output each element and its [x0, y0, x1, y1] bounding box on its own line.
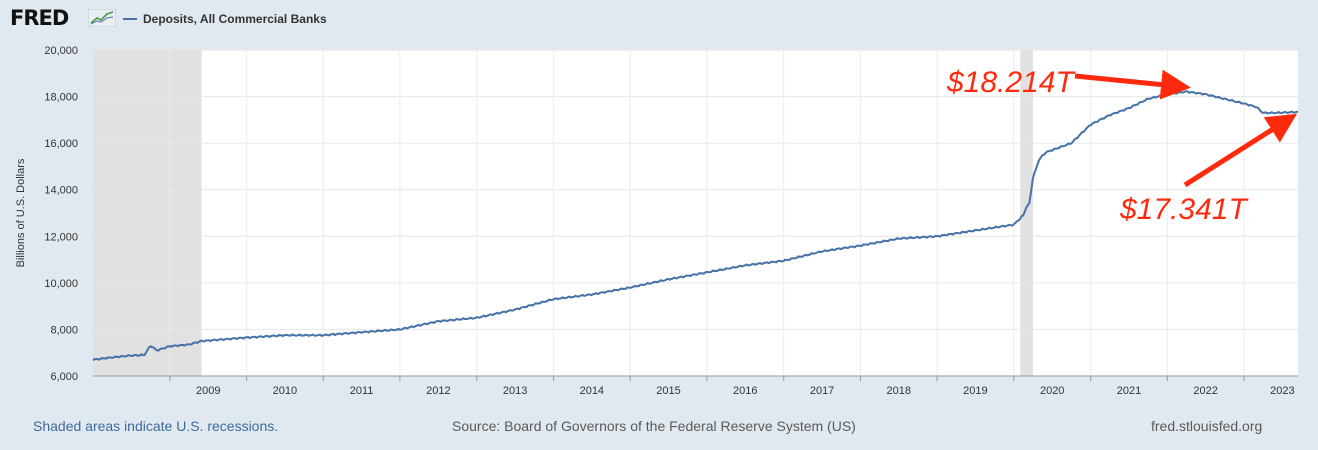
x-tick-label: 2020 — [1040, 385, 1064, 397]
source-note: Source: Board of Governors of the Federa… — [452, 418, 856, 434]
chart-legend[interactable]: Deposits, All Commercial Banks — [123, 12, 327, 26]
line-chart[interactable]: 6,000 8,000 10,000 12,000 14,000 16,000 18,000… — [0, 0, 1318, 410]
x-tick-label: 2022 — [1193, 385, 1217, 397]
x-tick-label: 2013 — [503, 385, 527, 397]
x-tick-label: 2015 — [656, 385, 680, 397]
annotation-peak-arrow — [1074, 69, 1191, 100]
x-tick-label: 2010 — [273, 385, 297, 397]
x-tick-label: 2019 — [963, 385, 987, 397]
annotation-peak-label: $18.214T — [946, 66, 1076, 99]
x-tick-label: 2012 — [426, 385, 450, 397]
x-tick-label: 2023 — [1270, 385, 1294, 397]
x-tick-label: 2014 — [580, 385, 604, 397]
legend-label: Deposits, All Commercial Banks — [143, 12, 327, 26]
recession-band-0 — [93, 50, 202, 376]
site-link[interactable]: fred.stlouisfed.org — [1151, 418, 1263, 434]
annotation-latest-arrow — [1183, 113, 1298, 188]
y-tick-label: 18,000 — [44, 92, 78, 104]
y-tick-label: 6,000 — [50, 371, 78, 383]
y-axis-label: Billions of U.S. Dollars — [15, 158, 27, 267]
y-tick-label: 12,000 — [44, 231, 78, 243]
x-tick-label: 2017 — [810, 385, 834, 397]
y-tick-label: 16,000 — [44, 138, 78, 150]
recession-band-1 — [1020, 50, 1033, 376]
recession-note: Shaded areas indicate U.S. recessions. — [33, 418, 279, 434]
x-tick-label: 2021 — [1117, 385, 1141, 397]
x-tick-label: 2011 — [350, 385, 374, 397]
plot-area — [93, 50, 1298, 376]
trend-graph-icon — [88, 9, 116, 27]
x-tick-label: 2018 — [887, 385, 911, 397]
y-tick-label: 8,000 — [50, 324, 78, 336]
series-line-deposits[interactable] — [92, 90, 1299, 362]
y-tick-label: 20,000 — [44, 45, 78, 57]
legend-swatch — [123, 18, 137, 20]
y-tick-label: 14,000 — [44, 185, 78, 197]
fred-logo[interactable]: FRED — [10, 6, 69, 30]
annotation-latest-label: $17.341T — [1119, 193, 1249, 226]
x-tick-label: 2009 — [196, 385, 220, 397]
x-tick-label: 2016 — [733, 385, 757, 397]
y-tick-label: 10,000 — [44, 278, 78, 290]
